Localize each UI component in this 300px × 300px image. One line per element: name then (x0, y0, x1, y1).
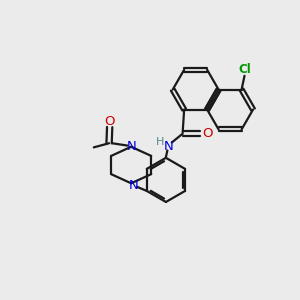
Text: N: N (164, 140, 174, 152)
Text: N: N (129, 179, 138, 192)
Text: N: N (126, 140, 136, 153)
Text: O: O (104, 115, 115, 128)
Text: Cl: Cl (239, 63, 251, 76)
Text: O: O (202, 127, 213, 140)
Text: H: H (156, 136, 164, 147)
